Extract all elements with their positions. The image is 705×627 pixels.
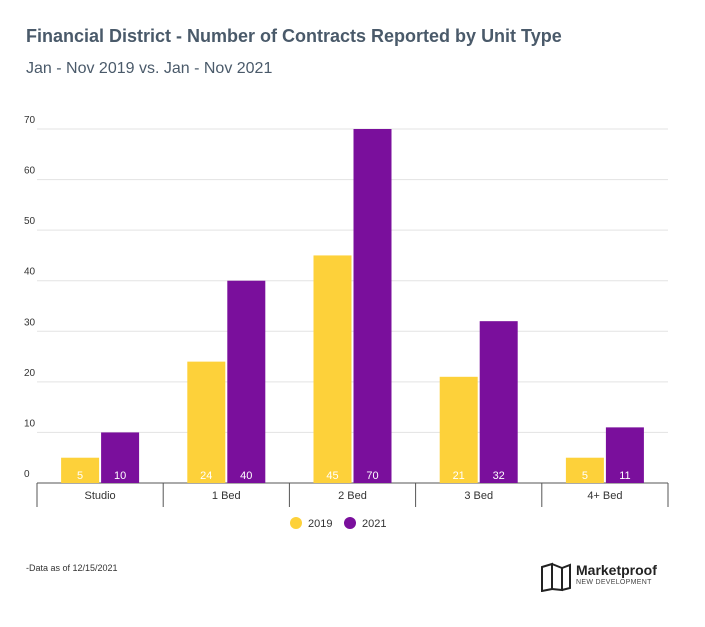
bar-2021-studio [101, 432, 140, 483]
bar-2019-studio [61, 457, 100, 483]
data-label: 21 [453, 470, 465, 482]
data-label: 5 [582, 470, 588, 482]
data-label: 70 [366, 470, 378, 482]
marketproof-logo-icon [541, 562, 571, 593]
data-label: 11 [619, 470, 630, 482]
x-tick-label: Studio [84, 490, 115, 502]
bar-2021-3-bed [479, 321, 518, 483]
marketproof-logo: Marketproof NEW DEVELOPMENT [540, 562, 670, 593]
legend-label: 2021 [362, 518, 386, 530]
y-tick-label: 70 [24, 115, 36, 126]
logo-name: Marketproof [576, 562, 657, 578]
data-label: 5 [77, 470, 83, 482]
y-tick-label: 50 [24, 216, 36, 227]
chart-subtitle: Jan - Nov 2019 vs. Jan - Nov 2021 [26, 60, 273, 77]
bar-2019-4-bed [565, 457, 604, 483]
x-tick-label: 3 Bed [464, 490, 493, 502]
legend-marker-2019 [290, 517, 302, 529]
data-label: 24 [200, 470, 212, 482]
data-label: 10 [114, 470, 126, 482]
bar-2019-2-bed [313, 255, 352, 483]
bar-2021-2-bed [353, 129, 392, 483]
logo-subtitle: NEW DEVELOPMENT [576, 579, 652, 586]
y-tick-label: 0 [24, 469, 30, 480]
legend-marker-2021 [344, 517, 356, 529]
bar-2019-3-bed [439, 376, 478, 483]
y-tick-label: 30 [24, 317, 36, 328]
legend-label: 2019 [308, 518, 332, 530]
data-label: 45 [326, 470, 338, 482]
chart-title: Financial District - Number of Contracts… [26, 26, 562, 46]
y-tick-label: 20 [24, 368, 36, 379]
bar-2019-1-bed [187, 361, 226, 483]
bar-2021-4-bed [605, 427, 644, 483]
x-tick-label: 4+ Bed [587, 490, 622, 502]
y-tick-label: 40 [24, 267, 36, 278]
data-label: 32 [493, 470, 505, 482]
data-label: 40 [240, 470, 252, 482]
x-tick-label: 1 Bed [212, 490, 241, 502]
data-date-note: -Data as of 12/15/2021 [26, 563, 118, 573]
y-tick-label: 60 [24, 166, 36, 177]
y-tick-label: 10 [24, 418, 36, 429]
x-tick-label: 2 Bed [338, 490, 367, 502]
bar-2021-1-bed [227, 280, 266, 483]
